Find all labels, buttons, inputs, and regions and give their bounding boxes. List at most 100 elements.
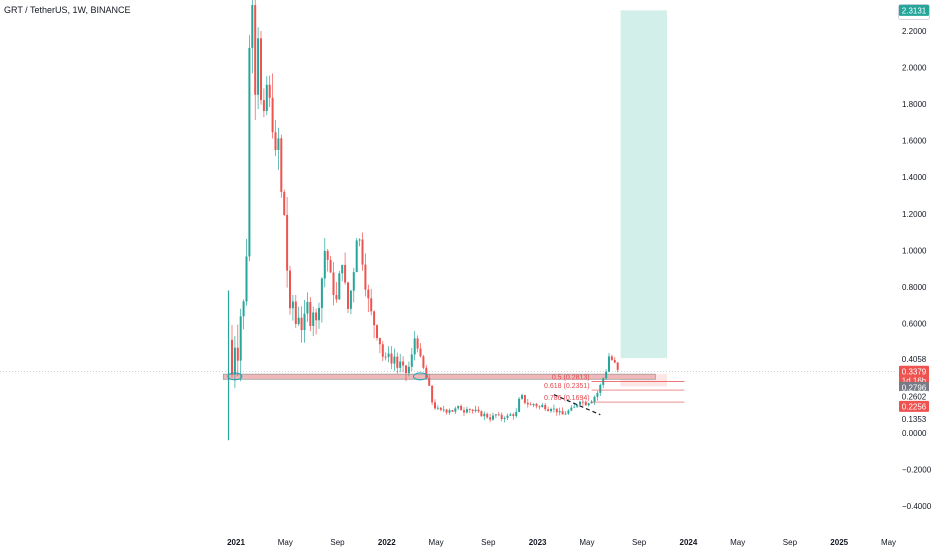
time-axis: 2021 May Sep 2022 May Sep 2023 May Sep 2024 May Sep… (227, 538, 896, 547)
candle-body (376, 325, 378, 339)
candle-body (497, 414, 500, 416)
candle-body (442, 409, 445, 411)
candle-body (448, 410, 451, 413)
candle-body (373, 311, 376, 326)
candle-body (532, 403, 535, 406)
fib-level-label: 0.786 (0.1694) (544, 395, 590, 402)
candle-body (393, 356, 396, 364)
time-axis-label: May (730, 538, 745, 547)
candle-body (396, 356, 399, 368)
price-tag-label: 0.3379 (902, 367, 927, 376)
candle-body (242, 301, 245, 317)
candle-body (286, 214, 289, 271)
candle-body (280, 138, 283, 192)
candle-body (277, 138, 280, 150)
fib-level-label: 0.5 (0.2813) (552, 375, 590, 382)
candle-body (439, 407, 442, 410)
candle-body (268, 84, 271, 98)
price-axis-label: 2.0000 (902, 64, 927, 73)
candle-body (338, 273, 341, 300)
support-zone (222, 373, 656, 380)
candle-body (483, 413, 486, 417)
price-tag: 0.2602 (899, 390, 929, 402)
candle-body (381, 344, 384, 357)
candle-body (451, 410, 454, 412)
circle-marker (413, 372, 428, 381)
price-axis-label: −0.2000 (902, 466, 932, 475)
candle-body (405, 365, 407, 374)
candle-body (260, 38, 262, 101)
candle-body (257, 38, 260, 95)
candle-body (573, 406, 576, 408)
candle-body (233, 347, 236, 375)
candle-body (605, 371, 608, 379)
candle-body (399, 361, 402, 368)
candle-body (576, 404, 579, 407)
target-zone (620, 10, 667, 359)
candle-body (248, 47, 251, 257)
price-axis: 2.2000 2.0000 1.8000 1.6000 1.4000 1.2000 1.00… (902, 27, 932, 511)
time-axis-label: May (881, 538, 896, 547)
candle-body (550, 408, 552, 412)
price-axis-label: 1.4000 (902, 173, 927, 182)
time-axis-label: 2022 (378, 538, 396, 547)
candle-body (558, 411, 561, 413)
candle-body (329, 259, 332, 273)
candle-body (367, 289, 370, 299)
candle-body (309, 301, 312, 326)
time-axis-label: May (278, 538, 293, 547)
candle-body (416, 338, 419, 349)
candle-body (593, 396, 596, 402)
candle-body (523, 395, 526, 403)
candle-body (465, 409, 468, 413)
candle-body (355, 240, 358, 273)
candle-body (584, 401, 587, 406)
price-tag-bg (899, 390, 929, 402)
candle-body (581, 401, 584, 403)
price-tag-bg (899, 400, 929, 412)
candle-body (335, 295, 338, 300)
fib-level-label: 0.618 (0.2351) (544, 383, 590, 390)
candle-body (419, 348, 422, 357)
candle-body (526, 402, 529, 405)
candle-body (587, 403, 590, 406)
candle-body (231, 339, 233, 375)
candle-body (312, 312, 315, 326)
candle-body (407, 366, 410, 374)
candle-body (283, 191, 286, 215)
candle-body (535, 403, 538, 407)
candle-body (344, 264, 347, 283)
candle-body (434, 402, 436, 409)
circle-marker (227, 372, 243, 381)
candle-body (547, 409, 550, 412)
candle-body (236, 347, 239, 361)
candle-body (361, 239, 364, 265)
time-axis-label: May (579, 538, 594, 547)
candles (227, 0, 619, 441)
candle-body (515, 411, 518, 417)
candle-body (486, 413, 489, 418)
candle-body (349, 290, 352, 309)
candle-body (561, 411, 564, 415)
candle-body (251, 5, 254, 48)
candle-body (521, 395, 523, 399)
trendline (553, 394, 601, 416)
price-tag: 2.3131 (899, 4, 929, 16)
candle-body (425, 367, 428, 378)
time-axis-label: 2025 (830, 538, 848, 547)
time-axis-label: Sep (632, 538, 647, 547)
candle-body (352, 272, 355, 291)
candle-body (422, 356, 425, 368)
candle-body (320, 278, 323, 308)
candle-body (570, 407, 573, 411)
candle-body (347, 282, 349, 309)
candle-body (512, 414, 515, 417)
candle-body (555, 408, 558, 413)
candle-body (341, 264, 344, 274)
candle-body (436, 407, 439, 409)
price-tag: 0.1353 (899, 413, 929, 425)
price-tag-label: 0.1353 (902, 415, 927, 424)
time-axis-label: 2024 (680, 538, 698, 547)
candle-body (463, 410, 465, 413)
